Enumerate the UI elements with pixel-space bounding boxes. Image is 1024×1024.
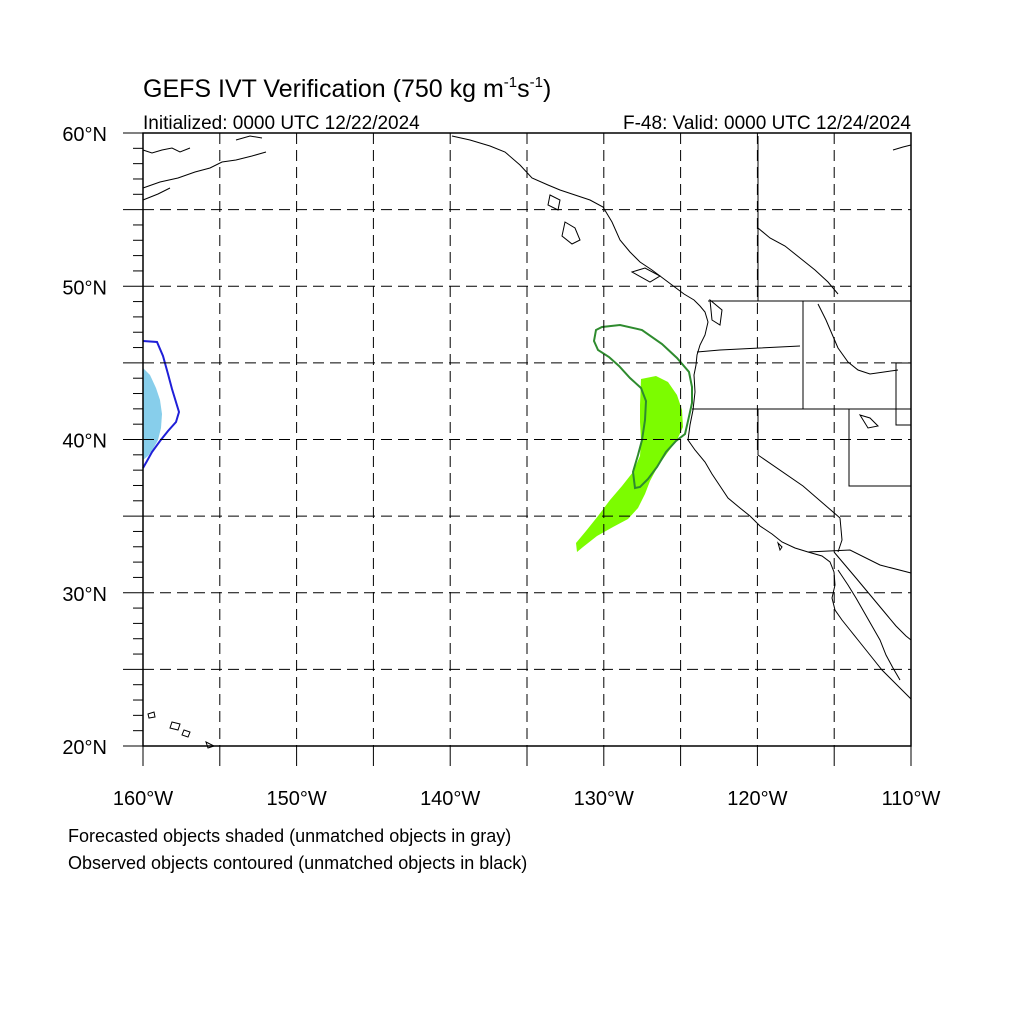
coastlines — [142, 135, 912, 749]
political-borders — [692, 136, 912, 574]
lon-label: 120°W — [727, 788, 787, 810]
lon-label: 150°W — [266, 788, 326, 810]
valid-time: F-48: Valid: 0000 UTC 12/24/2024 — [623, 113, 911, 134]
footer-observed-note: Observed objects contoured (unmatched ob… — [68, 853, 528, 873]
map-title: GEFS IVT Verification (750 kg m-1s-1) — [143, 74, 551, 103]
lat-label: 60°N — [62, 124, 107, 146]
lon-label: 110°W — [882, 788, 941, 810]
lat-label: 50°N — [62, 277, 107, 299]
longitude-labels: 160°W 150°W 140°W 130°W 120°W 110°W — [113, 788, 941, 810]
graticule — [143, 133, 911, 746]
plot-frame — [142, 132, 912, 747]
lat-label: 40°N — [62, 431, 107, 453]
axis-ticks — [123, 132, 912, 766]
plot-area — [123, 132, 912, 766]
init-time: Initialized: 0000 UTC 12/22/2024 — [143, 113, 420, 134]
latitude-labels: 60°N 50°N 40°N 30°N 20°N — [62, 124, 107, 759]
footer-forecast-note: Forecasted objects shaded (unmatched obj… — [68, 826, 512, 846]
lat-label: 20°N — [62, 737, 107, 759]
lon-label: 130°W — [574, 788, 634, 810]
lon-label: 140°W — [420, 788, 480, 810]
lat-label: 30°N — [62, 584, 107, 606]
forecast-object-green — [576, 376, 683, 552]
observed-contour-blue — [142, 340, 181, 469]
forecast-object-blue — [143, 368, 162, 460]
observed-contour-green — [592, 323, 693, 490]
lon-label: 160°W — [113, 788, 173, 810]
